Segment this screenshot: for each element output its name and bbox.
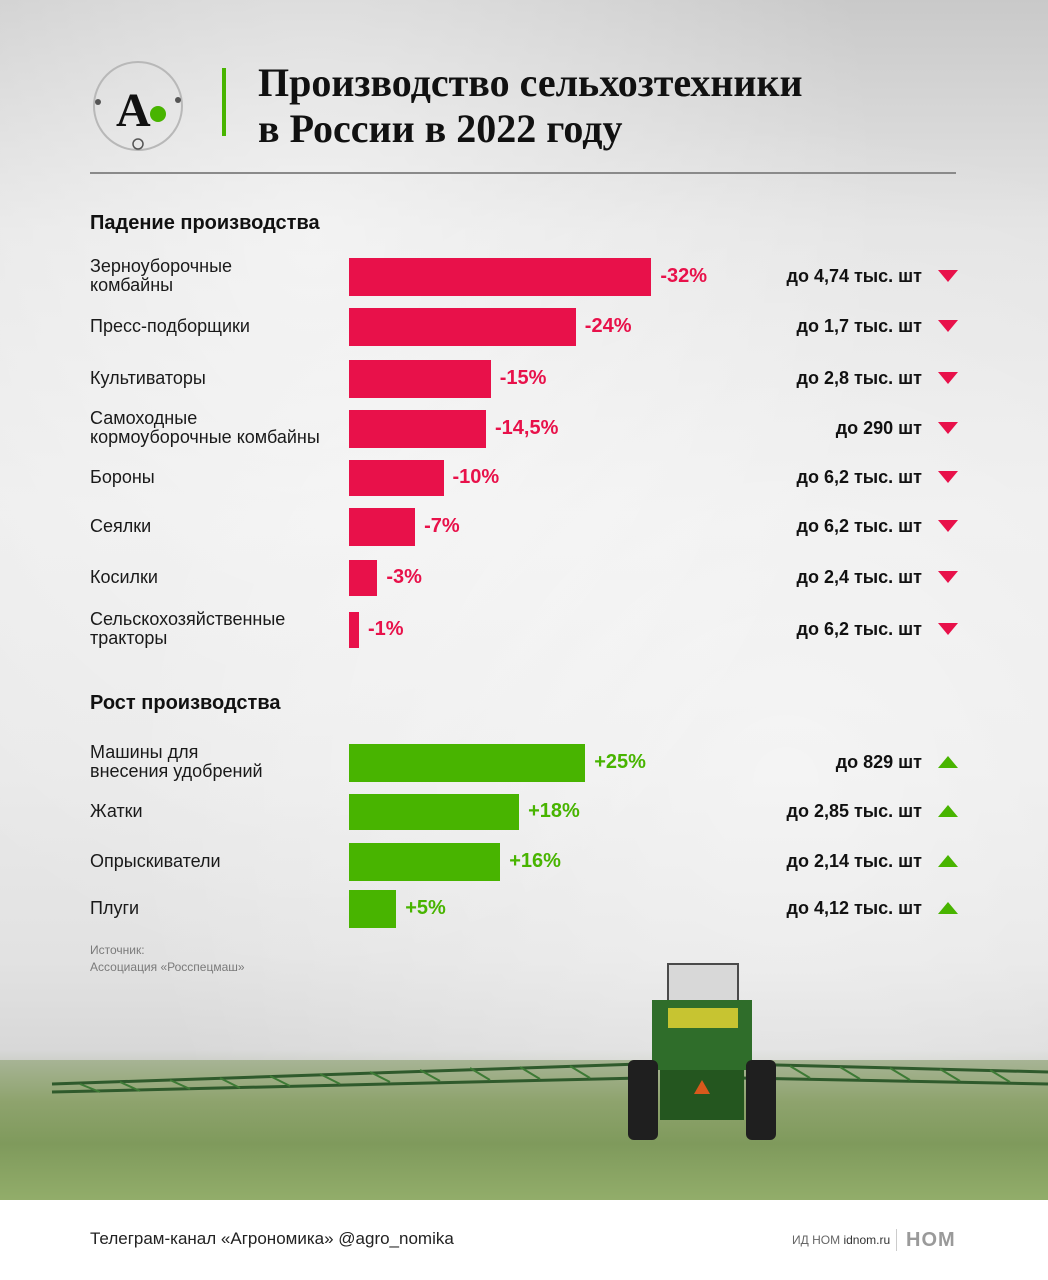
bar-value-label: +5% — [405, 897, 446, 919]
source-note: Источник: Ассоциация «Росспецмаш» — [90, 942, 245, 976]
bar — [349, 360, 491, 398]
footer — [0, 1200, 1048, 1280]
output-volume-label: до 1,7 тыс. шт — [796, 316, 922, 336]
title-line-2: в России в 2022 году — [258, 106, 623, 151]
bar — [349, 508, 416, 546]
bar — [349, 560, 378, 596]
bar — [349, 744, 586, 782]
triangle-down-icon — [938, 422, 958, 434]
publisher-site-link[interactable]: idnom.ru — [843, 1233, 891, 1247]
page-title: Производство сельхозтехники в России в 2… — [258, 60, 803, 152]
bar — [349, 843, 501, 881]
triangle-up-icon — [938, 902, 958, 914]
bar-value-label: -3% — [386, 566, 422, 588]
bar-category-label: Косилки — [90, 566, 158, 587]
bar — [349, 258, 652, 296]
triangle-down-icon — [938, 270, 958, 282]
bar-category-label: Культиваторы — [90, 367, 206, 388]
publisher-prefix: ИД НОМ — [792, 1233, 841, 1247]
triangle-down-icon — [938, 571, 958, 583]
footer-divider — [896, 1229, 897, 1251]
output-volume-label: до 829 шт — [835, 752, 922, 772]
triangle-up-icon — [938, 855, 958, 867]
publisher-logo: НОМ — [906, 1229, 956, 1251]
bar-category-label: Зерноуборочные комбайны — [90, 256, 233, 295]
output-volume-label: до 290 шт — [835, 418, 922, 438]
bar-category-label: Сельскохозяйственные тракторы — [90, 609, 286, 648]
section-title-growth: Рост производства — [90, 692, 281, 714]
triangle-up-icon — [938, 756, 958, 768]
bar-value-label: -10% — [452, 466, 500, 488]
bar-category-label: Сеялки — [90, 515, 152, 536]
source-label: Источник: — [90, 943, 145, 957]
triangle-down-icon — [938, 623, 958, 635]
triangle-up-icon — [938, 805, 958, 817]
header-divider — [90, 172, 956, 174]
output-volume-label: до 2,4 тыс. шт — [796, 567, 922, 587]
output-volume-label: до 2,8 тыс. шт — [796, 368, 922, 388]
bar — [349, 308, 576, 346]
output-volume-label: до 6,2 тыс. шт — [796, 619, 922, 639]
bar — [349, 410, 487, 448]
bar-category-label: Пресс-подборщики — [90, 315, 250, 336]
bar — [349, 890, 397, 928]
bar-category-label: Жатки — [90, 800, 143, 821]
output-volume-label: до 2,14 тыс. шт — [786, 851, 922, 871]
telegram-channel-link[interactable]: Телеграм-канал «Агрономика» @agro_nomika — [90, 1229, 454, 1248]
publisher-credit: ИД НОМ idnom.ru — [792, 1233, 890, 1247]
bar-value-label: -15% — [499, 367, 547, 389]
output-volume-label: до 4,12 тыс. шт — [786, 898, 922, 918]
bar-value-label: +16% — [509, 850, 561, 872]
output-volume-label: до 2,85 тыс. шт — [786, 801, 922, 821]
bar-category-label: Самоходные кормоуборочные комбайны — [90, 408, 320, 447]
bar-value-label: -32% — [660, 265, 708, 287]
title-line-1: Производство сельхозтехники — [258, 60, 803, 105]
bar-category-label: Машины для внесения удобрений — [90, 742, 263, 781]
background-field — [0, 1060, 1048, 1200]
sprayer-tractor-image — [51, 963, 1048, 1140]
triangle-down-icon — [938, 471, 958, 483]
agronomika-logo: А — [93, 61, 183, 151]
bar-value-label: +25% — [594, 751, 646, 773]
bar-category-label: Плуги — [90, 897, 140, 918]
bar — [349, 794, 520, 830]
bar-value-label: -24% — [584, 315, 632, 337]
bar-category-label: Бороны — [90, 466, 155, 487]
triangle-down-icon — [938, 372, 958, 384]
source-name: Ассоциация «Росспецмаш» — [90, 960, 245, 974]
triangle-down-icon — [938, 320, 958, 332]
output-volume-label: до 6,2 тыс. шт — [796, 467, 922, 487]
output-volume-label: до 4,74 тыс. шт — [786, 266, 922, 286]
title-accent-bar — [222, 68, 226, 136]
output-volume-label: до 6,2 тыс. шт — [796, 516, 922, 536]
bar-value-label: -14,5% — [495, 417, 559, 439]
svg-text:А: А — [116, 84, 151, 137]
bar — [349, 460, 444, 496]
triangle-down-icon — [938, 520, 958, 532]
background-sky — [0, 0, 1048, 1200]
bar-value-label: +18% — [528, 800, 580, 822]
bar-value-label: -7% — [424, 515, 460, 537]
section-title-decline: Падение производства — [90, 212, 320, 234]
bar-category-label: Опрыскиватели — [90, 850, 221, 871]
bar-value-label: -1% — [368, 618, 404, 640]
bar — [349, 612, 359, 648]
